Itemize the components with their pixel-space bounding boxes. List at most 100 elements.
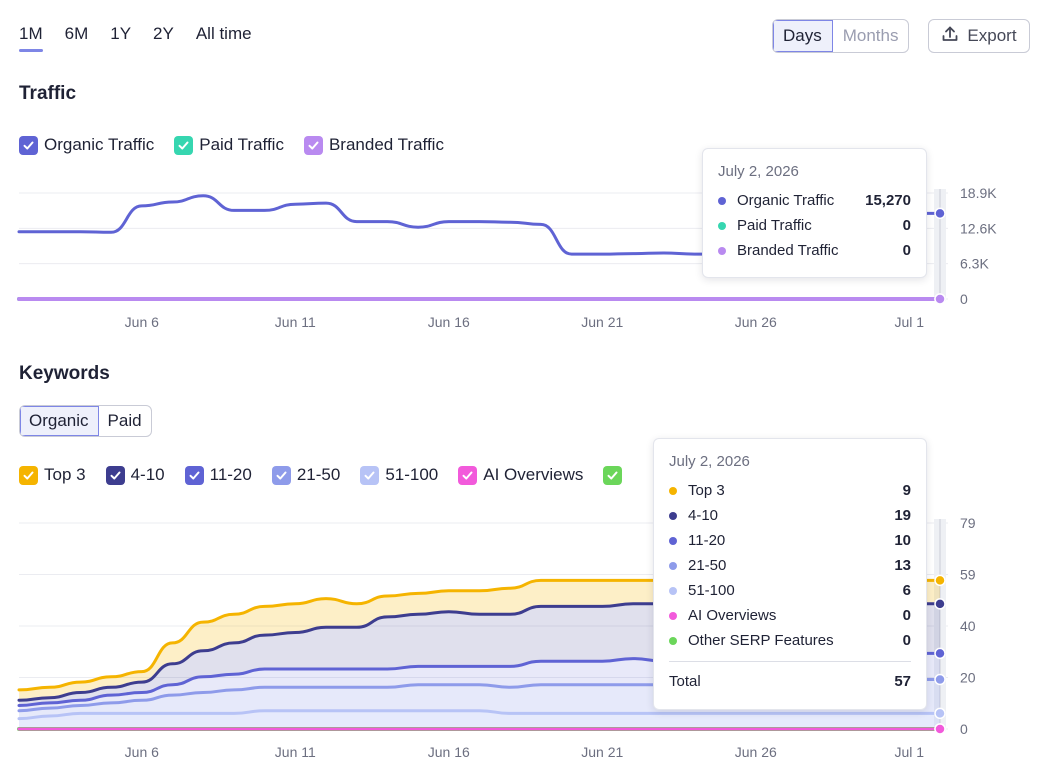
series-dot-icon [669, 586, 677, 595]
period-tab-6m[interactable]: 6M [64, 24, 89, 43]
tooltip-row-value: 15,270 [865, 192, 911, 209]
series-dot-icon [669, 611, 677, 620]
keywords-tooltip-row: 51-100 6 [669, 578, 911, 603]
keywords-y-tick-label: 59 [960, 567, 976, 583]
traffic-x-tick-label: Jun 21 [581, 314, 623, 330]
tooltip-row-label: Paid Traffic [737, 217, 812, 234]
keyword-tab-organic[interactable]: Organic [20, 406, 99, 436]
keywords-tooltip-date: July 2, 2026 [669, 453, 750, 470]
tooltip-row-label: 11-20 [688, 532, 726, 549]
checkbox-checked-icon[interactable] [458, 465, 478, 485]
checkbox-checked-icon[interactable] [174, 135, 194, 155]
keywords-tooltip-total: Total 57 [669, 669, 911, 694]
keywords-tooltip-row: AI Overviews 0 [669, 603, 911, 628]
tooltip-row-label: Other SERP Features [688, 632, 834, 649]
keywords-legend-item-item-6[interactable] [603, 465, 628, 485]
keywords-tooltip-row: Other SERP Features 0 [669, 628, 911, 653]
tooltip-row-value: 10 [894, 532, 911, 549]
keywords-tooltip-row: 4-10 19 [669, 503, 911, 528]
series-dot-icon [718, 196, 726, 205]
traffic-y-tick-label: 6.3K [960, 256, 989, 272]
point-51-100-jul-2 [934, 707, 946, 720]
tooltip-divider [669, 661, 911, 662]
point-ai-overviews-jul-2 [934, 723, 946, 735]
traffic-y-tick-label: 0 [960, 291, 968, 307]
tooltip-row-value: 13 [894, 557, 911, 574]
checkbox-checked-icon[interactable] [271, 465, 291, 485]
tooltip-row-label: AI Overviews [688, 607, 777, 624]
export-button[interactable]: Export [928, 19, 1030, 53]
traffic-tooltip-row: Paid Traffic 0 [718, 213, 911, 238]
tooltip-row-label: 21-50 [688, 557, 727, 574]
point-11-20-jul-2 [934, 647, 946, 660]
keywords-x-tick-label: Jun 6 [125, 744, 159, 760]
tooltip-row-label: Branded Traffic [737, 242, 839, 259]
period-tab-all-time[interactable]: All time [195, 24, 252, 43]
tooltip-row-value: 0 [902, 607, 911, 624]
total-value: 57 [894, 673, 911, 690]
traffic-legend-item-branded-traffic[interactable]: Branded Traffic [303, 135, 444, 155]
series-dot-icon [669, 511, 677, 520]
traffic-tooltip-rows: Organic Traffic 15,270 Paid Traffic 0 Brande… [718, 188, 911, 263]
checkbox-checked-icon[interactable] [303, 135, 323, 155]
checkbox-checked-icon[interactable] [603, 465, 623, 485]
series-dot-icon [718, 221, 726, 230]
keywords-tooltip-rows: Top 3 9 4-10 19 11-20 10 21-50 13 51-100 6 AI Over… [669, 478, 911, 653]
keywords-tooltip-row: 11-20 10 [669, 528, 911, 553]
keywords-x-tick-label: Jun 16 [428, 744, 470, 760]
keywords-legend-item-ai-overviews[interactable]: AI Overviews [458, 465, 583, 485]
months-button[interactable]: Months [842, 26, 899, 45]
keywords-y-tick-label: 20 [960, 670, 976, 686]
traffic-y-tick-label: 18.9K [960, 185, 997, 201]
keywords-tooltip: July 2, 2026 Top 3 9 4-10 19 11-20 10 21-50 13 5… [653, 438, 927, 710]
checkbox-checked-icon[interactable] [19, 135, 38, 155]
checkbox-checked-icon[interactable] [184, 465, 204, 485]
keywords-legend-item-51-100[interactable]: 51-100 [360, 465, 438, 485]
keywords-y-tick-label: 40 [960, 618, 976, 634]
legend-label: Branded Traffic [328, 135, 444, 154]
keyword-type-tabs: Organic Paid [19, 405, 152, 437]
keyword-tab-paid[interactable]: Paid [107, 411, 142, 430]
keywords-legend-item-11-20[interactable]: 11-20 [184, 465, 252, 485]
keywords-tooltip-row: 21-50 13 [669, 553, 911, 578]
keywords-x-tick-label: Jun 21 [581, 744, 623, 760]
upload-icon [941, 25, 959, 48]
tooltip-row-label: Top 3 [688, 482, 725, 499]
traffic-x-tick-label: Jun 11 [275, 314, 316, 330]
tooltip-row-label: 4-10 [688, 507, 719, 524]
period-tab-1m[interactable]: 1M [19, 24, 43, 52]
legend-label: 11-20 [209, 465, 252, 484]
checkbox-checked-icon[interactable] [360, 465, 380, 485]
traffic-y-tick-label: 12.6K [960, 220, 997, 236]
days-button[interactable]: Days [773, 20, 833, 52]
total-label: Total [669, 673, 701, 690]
period-tab-2y[interactable]: 2Y [153, 24, 174, 43]
checkbox-checked-icon[interactable] [19, 465, 38, 485]
series-line-51-100 [17, 709, 942, 721]
traffic-tooltip-date: July 2, 2026 [718, 163, 799, 180]
point-top-3-jul-2 [934, 574, 946, 587]
series-dot-icon [718, 246, 726, 255]
traffic-title: Traffic [19, 83, 77, 104]
keywords-y-tick-label: 79 [960, 515, 976, 531]
keywords-legend-item-21-50[interactable]: 21-50 [271, 465, 340, 485]
traffic-legend-item-organic-traffic[interactable]: Organic Traffic [19, 135, 154, 155]
legend-label: Top 3 [44, 465, 86, 484]
checkbox-checked-icon[interactable] [105, 465, 125, 485]
traffic-legend-item-paid-traffic[interactable]: Paid Traffic [174, 135, 284, 155]
point-21-50-jul-2 [934, 673, 946, 686]
period-tabs: 1M 6M 1Y 2Y All time [19, 24, 274, 52]
point-organic-traffic-jul-2 [934, 207, 946, 220]
keywords-legend-item-top-3[interactable]: Top 3 [19, 465, 86, 485]
keywords-tooltip-row: Top 3 9 [669, 478, 911, 503]
keywords-legend: Top 3 4-10 11-20 21-50 51-100 AI Overviews [19, 465, 652, 485]
traffic-x-tick-label: Jun 16 [428, 314, 470, 330]
legend-label: Organic Traffic [44, 135, 155, 154]
export-label: Export [967, 26, 1017, 45]
keywords-legend-item-4-10[interactable]: 4-10 [105, 465, 165, 485]
period-tab-1y[interactable]: 1Y [110, 24, 132, 43]
point-branded-traffic-jul-2 [934, 293, 946, 305]
series-dot-icon [669, 536, 677, 545]
legend-label: AI Overviews [483, 465, 584, 484]
tooltip-row-value: 0 [902, 632, 911, 649]
